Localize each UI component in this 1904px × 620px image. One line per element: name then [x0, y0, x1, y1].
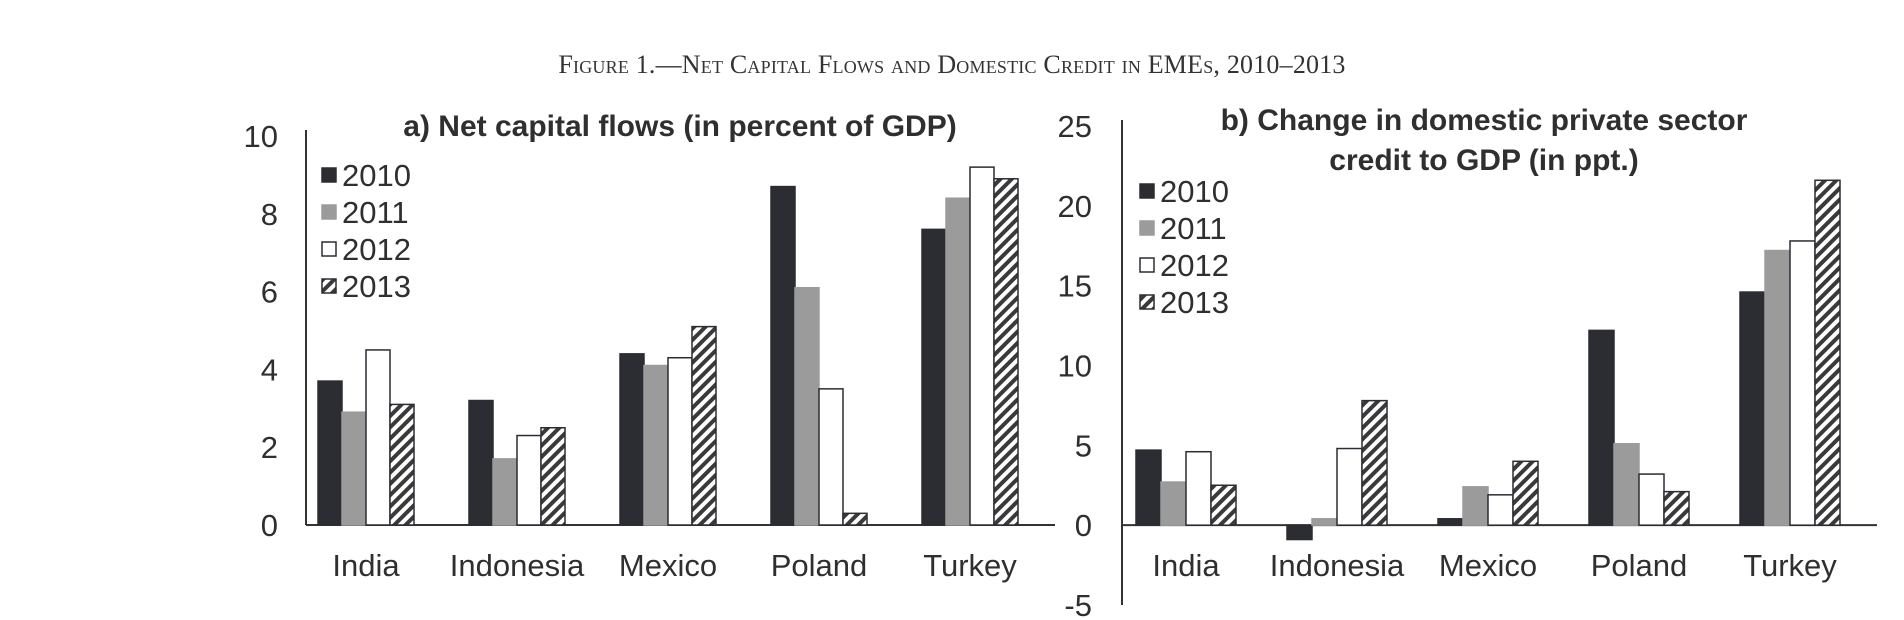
bar-india-2010: [317, 380, 343, 526]
legend-swatch-2010: [1139, 183, 1155, 199]
bar-india-2010: [1135, 449, 1162, 526]
y-tick-label: 2: [261, 430, 278, 465]
bar-turkey-2011: [945, 197, 971, 526]
bar-mexico-2013: [691, 325, 717, 526]
bar-turkey-2010: [921, 228, 947, 526]
x-category-label: Indonesia: [1270, 548, 1405, 583]
legend-label-2012: 2012: [342, 232, 411, 267]
legend-swatch-2012: [321, 241, 337, 257]
x-category-label: Indonesia: [450, 548, 585, 583]
bar-mexico-2011: [643, 364, 669, 526]
legend-swatch-2010: [321, 167, 337, 183]
bar-turkey-2012: [1789, 240, 1816, 526]
y-tick-label: 6: [261, 275, 278, 310]
y-tick-label: 0: [261, 508, 278, 543]
bar-poland-2011: [1613, 442, 1640, 526]
bar-india-2011: [1160, 481, 1187, 526]
bar-indonesia-2012: [516, 434, 542, 526]
legend-swatch-2012: [1139, 257, 1155, 273]
bar-mexico-2012: [1487, 494, 1514, 526]
bar-india-2012: [365, 349, 391, 526]
bar-india-2011: [341, 411, 367, 526]
bar-poland-2013: [1663, 490, 1690, 526]
bar-mexico-2010: [1437, 518, 1464, 526]
bar-mexico-2011: [1462, 486, 1489, 526]
panel-a-net-capital-flows: a) Net capital flows (in percent of GDP)…: [244, 110, 1055, 583]
bar-indonesia-2010: [1286, 524, 1313, 541]
bar-turkey-2013: [993, 178, 1019, 526]
bar-poland-2012: [1638, 473, 1665, 526]
panel-b-domestic-credit-change: b) Change in domestic private sector cred…: [1058, 104, 1877, 620]
legend-label-2011: 2011: [342, 195, 409, 230]
panel-title-line-1: b) Change in domestic private sector: [1221, 104, 1748, 137]
bar-indonesia-2010: [468, 399, 494, 526]
x-category-label: Mexico: [1439, 548, 1537, 583]
bar-indonesia-2013: [1361, 399, 1388, 526]
bar-poland-2010: [770, 185, 796, 526]
legend-swatch-2011: [321, 204, 337, 220]
legend-swatch-2013: [1139, 294, 1155, 310]
x-category-label: Mexico: [619, 548, 717, 583]
y-tick-label: 20: [1058, 189, 1092, 224]
bar-turkey-2010: [1739, 291, 1766, 526]
legend-swatch-2011: [1139, 220, 1155, 236]
legend-label-2011: 2011: [1160, 211, 1227, 246]
bar-poland-2011: [794, 286, 820, 526]
bar-indonesia-2012: [1336, 447, 1363, 526]
figure-title: Figure 1.—Net Capital Flows and Domestic…: [558, 50, 1346, 79]
bar-turkey-2013: [1814, 179, 1841, 526]
bar-turkey-2011: [1764, 249, 1791, 526]
y-tick-label: -5: [1064, 588, 1092, 620]
bar-indonesia-2013: [540, 427, 566, 526]
legend-swatch-2013: [321, 278, 337, 294]
y-tick-label: 0: [1075, 508, 1092, 543]
y-tick-label: 10: [1058, 349, 1092, 384]
bar-mexico-2010: [619, 353, 645, 526]
bar-turkey-2012: [969, 166, 995, 526]
legend-label-2012: 2012: [1160, 248, 1229, 283]
bar-poland-2013: [842, 512, 868, 526]
legend-label-2010: 2010: [1160, 174, 1229, 209]
panel-title-line-2: credit to GDP (in ppt.): [1329, 144, 1638, 177]
bar-indonesia-2011: [492, 458, 518, 526]
bar-india-2012: [1185, 450, 1212, 526]
x-category-label: Turkey: [1743, 548, 1837, 583]
bar-mexico-2012: [667, 356, 693, 526]
bar-india-2013: [389, 403, 415, 526]
bar-mexico-2013: [1512, 460, 1539, 526]
bar-india-2013: [1210, 484, 1237, 526]
x-category-label: India: [332, 548, 400, 583]
y-tick-label: 25: [1058, 109, 1092, 144]
x-category-label: Poland: [1591, 548, 1688, 583]
bar-poland-2010: [1588, 329, 1615, 526]
x-category-label: India: [1152, 548, 1220, 583]
legend-label-2013: 2013: [1160, 285, 1229, 320]
bar-poland-2012: [818, 388, 844, 526]
y-tick-label: 8: [261, 197, 278, 232]
legend-label-2013: 2013: [342, 269, 411, 304]
bar-indonesia-2011: [1311, 518, 1338, 526]
panel-title: a) Net capital flows (in percent of GDP): [403, 110, 956, 143]
y-tick-label: 4: [261, 352, 278, 387]
y-tick-label: 15: [1058, 269, 1092, 304]
y-tick-label: 10: [244, 119, 278, 154]
x-category-label: Turkey: [923, 548, 1017, 583]
legend-label-2010: 2010: [342, 158, 411, 193]
y-tick-label: 5: [1075, 428, 1092, 463]
x-category-label: Poland: [771, 548, 868, 583]
